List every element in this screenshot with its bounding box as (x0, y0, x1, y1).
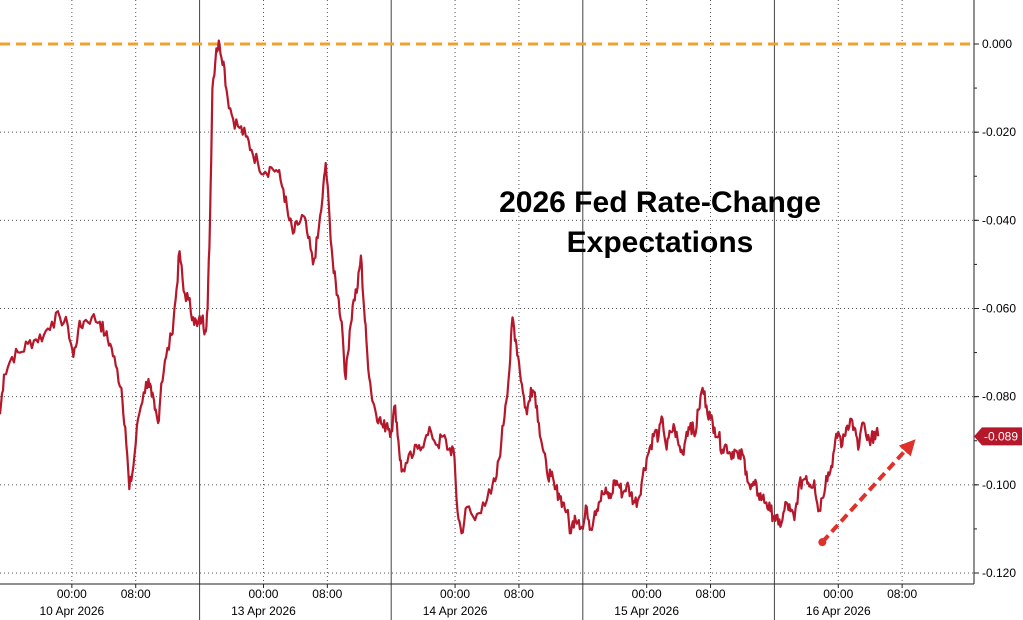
x-tick-label: 00:00 (57, 587, 87, 601)
x-tick-label: 08:00 (696, 587, 726, 601)
y-tick-label: -0.120 (982, 566, 1016, 580)
series-line (0, 39, 880, 535)
chart-title-line-2: Expectations (567, 226, 754, 259)
x-tick-label: 08:00 (504, 587, 534, 601)
horizontal-gridlines (0, 131, 974, 574)
x-tick-label: 08:00 (121, 587, 151, 601)
x-tick-label: 00:00 (823, 587, 853, 601)
y-tick-label: -0.040 (982, 213, 1016, 227)
x-date-label: 14 Apr 2026 (423, 604, 488, 618)
trend-arrow (820, 439, 916, 544)
y-tick-label: -0.080 (982, 390, 1016, 404)
y-tick-label: -0.060 (982, 302, 1016, 316)
trend-arrow-start-dot (818, 538, 827, 547)
x-date-label: 10 Apr 2026 (39, 604, 104, 618)
x-tick-label: 00:00 (632, 587, 662, 601)
session-break-lines (199, 0, 775, 620)
last-value-badge-shape (974, 427, 1022, 446)
y-tick-label: -0.020 (982, 125, 1016, 139)
x-tick-label: 00:00 (440, 587, 470, 601)
y-tick-label: 0.000 (982, 37, 1012, 51)
x-tick-label: 08:00 (887, 587, 917, 601)
y-tick-label: -0.100 (982, 478, 1016, 492)
x-axis: 00:00 08:00 00:00 08:00 00:00 08:00 00:00 08:00… (0, 583, 974, 618)
last-value-label: -0.089 (984, 429, 1018, 443)
x-date-label: 16 Apr 2026 (806, 604, 871, 618)
x-tick-label: 00:00 (248, 587, 278, 601)
chart-title-line-1: 2026 Fed Rate-Change (499, 186, 821, 219)
vertical-gridlines (71, 0, 903, 584)
x-date-label: 13 Apr 2026 (231, 604, 296, 618)
x-tick-label: 08:00 (312, 587, 342, 601)
last-value-badge: -0.089 (974, 427, 1022, 446)
x-date-label: 15 Apr 2026 (614, 604, 679, 618)
y-axis: 0.000 -0.020 -0.040 -0.060 -0.080 -0.100 -0.12… (973, 0, 1016, 584)
